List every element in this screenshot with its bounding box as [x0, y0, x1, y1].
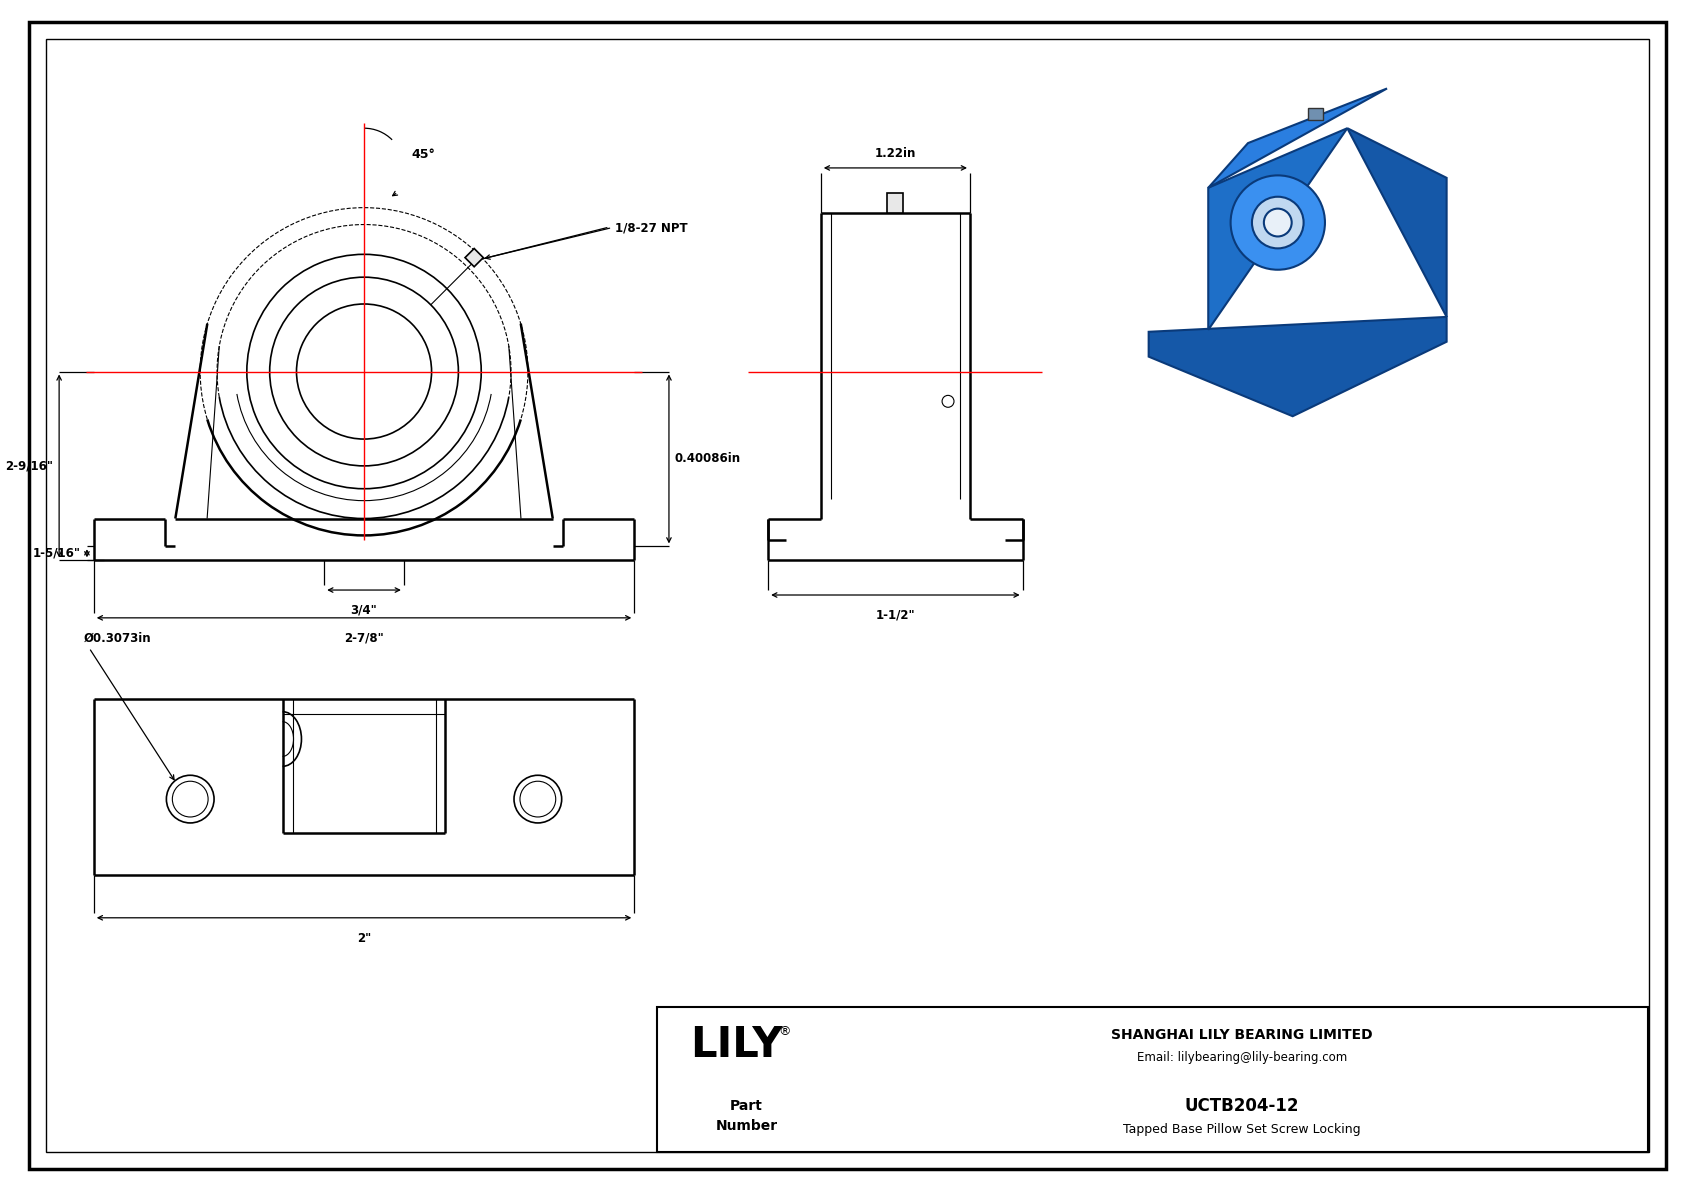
Text: UCTB204-12: UCTB204-12 — [1186, 1097, 1300, 1115]
Circle shape — [941, 395, 955, 407]
Text: 1-5/16": 1-5/16" — [34, 547, 81, 560]
Text: 2-7/8": 2-7/8" — [344, 631, 384, 644]
Text: SHANGHAI LILY BEARING LIMITED: SHANGHAI LILY BEARING LIMITED — [1111, 1029, 1372, 1042]
Text: Tapped Base Pillow Set Screw Locking: Tapped Base Pillow Set Screw Locking — [1123, 1123, 1361, 1136]
Text: 1-1/2": 1-1/2" — [876, 609, 914, 622]
Bar — [887, 193, 903, 213]
Text: 2": 2" — [357, 931, 370, 944]
Circle shape — [520, 781, 556, 817]
Text: Email: lilybearing@lily-bearing.com: Email: lilybearing@lily-bearing.com — [1137, 1050, 1347, 1064]
PathPatch shape — [1148, 317, 1447, 416]
Bar — [1307, 108, 1324, 120]
Text: 0.40086in: 0.40086in — [675, 453, 741, 466]
Text: 1.22in: 1.22in — [874, 146, 916, 160]
Bar — [657, 1008, 1649, 1152]
PathPatch shape — [1347, 129, 1447, 317]
Text: Part
Number: Part Number — [716, 1099, 778, 1133]
Ellipse shape — [1265, 208, 1292, 237]
Circle shape — [172, 781, 209, 817]
PathPatch shape — [1207, 129, 1347, 330]
Text: ®: ® — [778, 1025, 790, 1039]
Text: LILY: LILY — [690, 1024, 783, 1066]
Text: 3/4": 3/4" — [350, 604, 377, 617]
Text: Ø0.3073in: Ø0.3073in — [84, 631, 152, 644]
Ellipse shape — [1231, 175, 1325, 269]
Text: 1/8-27 NPT: 1/8-27 NPT — [615, 222, 689, 233]
Text: 2-9/16": 2-9/16" — [5, 460, 54, 473]
Circle shape — [514, 775, 562, 823]
Circle shape — [167, 775, 214, 823]
Text: 45°: 45° — [411, 148, 436, 161]
PathPatch shape — [1207, 88, 1388, 188]
Bar — [465, 249, 483, 267]
Ellipse shape — [1251, 197, 1303, 249]
